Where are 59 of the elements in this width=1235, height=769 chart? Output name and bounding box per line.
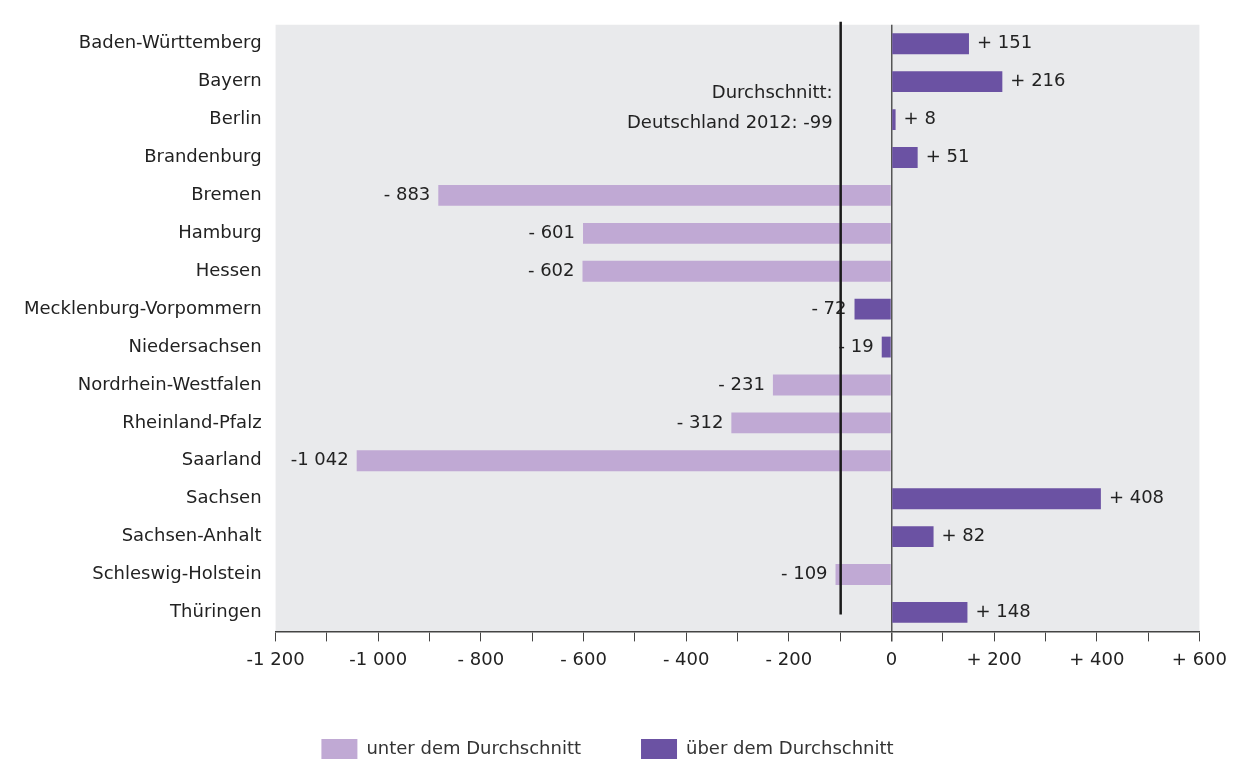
x-tick-label: 0: [885, 647, 898, 669]
x-tick-label: + 200: [966, 647, 1022, 669]
bar: [854, 298, 891, 320]
bar: [881, 336, 891, 358]
x-tick-label: - 800: [457, 647, 505, 669]
bar: [772, 374, 891, 396]
y-tick-label: Mecklenburg-Vorpommern: [23, 296, 262, 318]
data-label: - 231: [718, 372, 765, 394]
y-tick-label: Sachsen-Anhalt: [121, 524, 262, 546]
x-tick-label: + 400: [1069, 647, 1125, 669]
x-tick-label: -1 200: [246, 647, 305, 669]
bar: [356, 450, 891, 472]
y-tick-label: Schleswig-Holstein: [92, 562, 262, 584]
bar: [892, 602, 968, 623]
y-tick-label: Saarland: [181, 448, 262, 470]
bar: [892, 109, 896, 131]
y-tick-label: Hessen: [195, 258, 262, 280]
y-tick-label: Bremen: [191, 183, 262, 205]
bar: [892, 488, 1101, 510]
bar: [582, 260, 891, 282]
x-tick-label: + 600: [1171, 647, 1228, 669]
y-tick-label: Sachsen: [185, 486, 262, 508]
data-label: - 312: [676, 410, 724, 432]
x-tick-label: -1 000: [349, 647, 408, 669]
data-label: + 408: [1108, 486, 1165, 508]
data-label: - 883: [383, 183, 431, 205]
y-tick-label: Bayern: [197, 69, 262, 91]
legend-label: über dem Durchschnitt: [686, 736, 894, 758]
x-tick-label: - 400: [662, 647, 710, 669]
bar: [892, 71, 1003, 93]
data-label: - 109: [780, 562, 828, 584]
y-tick-label: Brandenburg: [144, 145, 262, 167]
data-label: + 148: [975, 600, 1031, 622]
bar: [583, 222, 891, 244]
bar: [892, 526, 934, 548]
x-tick-label: - 600: [560, 647, 607, 669]
y-tick-label: Niedersachsen: [128, 334, 262, 356]
y-tick-label: Baden-Württemberg: [78, 31, 262, 53]
data-label: + 82: [941, 524, 986, 546]
data-label: -1 042: [290, 448, 349, 470]
x-tick-label: - 200: [765, 647, 813, 669]
y-tick-label: Berlin: [209, 107, 262, 129]
y-tick-label: Rheinland-Pfalz: [122, 410, 262, 432]
data-label: + 8: [903, 107, 936, 129]
y-tick-label: Hamburg: [178, 220, 262, 242]
y-tick-label: Thüringen: [169, 600, 262, 622]
bar: [731, 412, 891, 434]
bar: [892, 147, 918, 168]
ref-line-label: Durchschnitt: Deutschland 2012: -99: [627, 81, 833, 133]
data-label: - 602: [527, 258, 575, 280]
bar: [835, 564, 891, 585]
data-label: + 216: [1010, 69, 1066, 91]
data-label: - 601: [528, 220, 576, 242]
bar: [438, 184, 891, 206]
legend-label: unter dem Durchschnitt: [366, 736, 582, 758]
y-tick-label: Nordrhein-Westfalen: [77, 372, 262, 394]
data-label: + 151: [976, 31, 1033, 53]
data-label: + 51: [925, 145, 970, 167]
bar: [892, 33, 969, 55]
